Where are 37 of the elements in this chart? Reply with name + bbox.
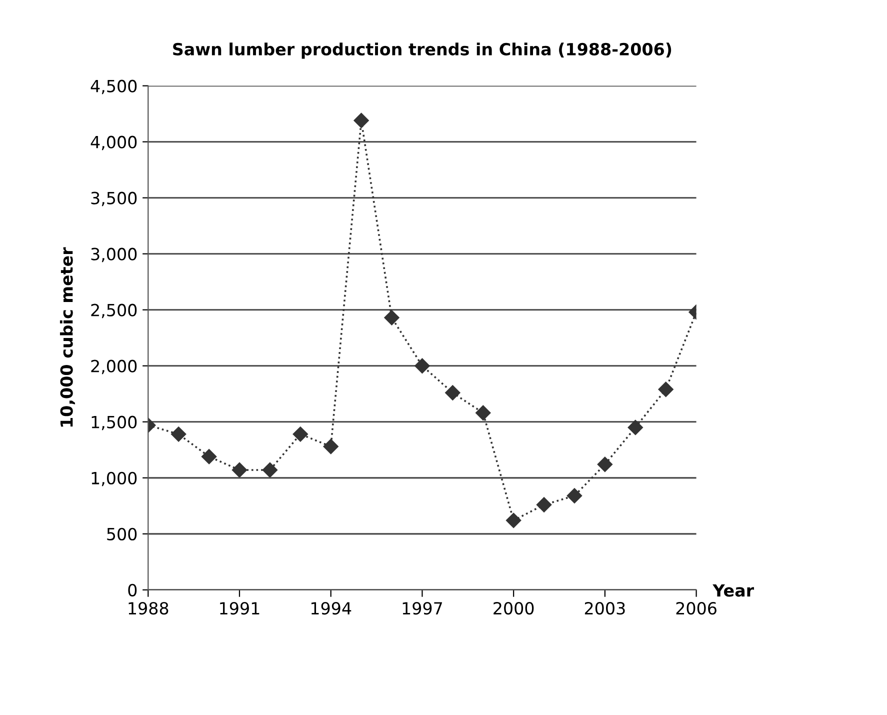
y-tick-label: 0 — [128, 584, 137, 596]
y-tick-label: 500 — [107, 528, 137, 540]
y-tick-label: 3,500 — [91, 192, 137, 206]
y-tick-label: 4,500 — [90, 80, 137, 94]
y-tick-label: 1,000 — [92, 472, 137, 486]
x-tick-label: 2003 — [584, 602, 625, 615]
x-tick-label: 2000 — [494, 602, 534, 615]
y-tick-label: 2,500 — [91, 304, 137, 318]
point — [262, 462, 278, 478]
point — [536, 497, 552, 512]
x-tick-label: 1994 — [311, 602, 352, 615]
point — [232, 462, 248, 478]
y-tick-label: 3,000 — [91, 248, 137, 262]
y-axis-title: 10,000 cubic meter — [60, 247, 76, 427]
point — [566, 488, 582, 504]
point — [506, 512, 522, 528]
point — [445, 385, 460, 400]
point — [384, 310, 400, 326]
point — [597, 456, 613, 472]
point — [171, 426, 186, 442]
x-tick-label: 1988 — [128, 602, 168, 615]
point — [354, 112, 369, 128]
point — [323, 438, 338, 454]
x-axis-title: Year — [712, 584, 754, 597]
point — [476, 405, 491, 420]
point — [201, 449, 217, 464]
point — [414, 358, 430, 374]
point — [628, 420, 643, 436]
point — [658, 382, 674, 397]
y-tick-label: 2,000 — [91, 360, 137, 374]
point — [292, 426, 308, 442]
chart-title: Sawn lumber production trends in China (1988-2006) — [173, 42, 672, 59]
x-tick-label: 1991 — [220, 602, 260, 615]
x-tick-label: 1997 — [402, 602, 442, 615]
x-tick-label: 2006 — [676, 602, 716, 615]
y-tick-label: 4,000 — [90, 136, 137, 150]
y-tick-label: 1,500 — [92, 416, 137, 430]
